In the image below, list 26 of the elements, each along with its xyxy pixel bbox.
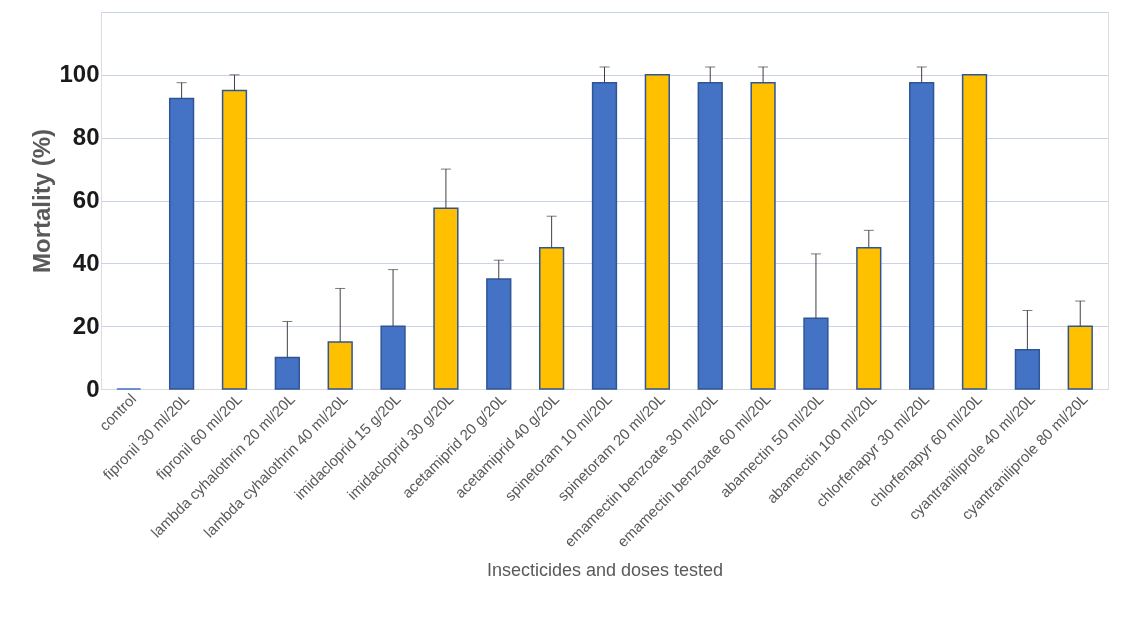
y-tick-label: 0 [86,374,100,402]
y-tick-label: 80 [72,123,100,151]
y-axis-title: Mortality (%) [28,129,56,273]
bar [1067,325,1093,390]
y-tick-label: 40 [72,248,100,276]
bar [909,81,935,390]
y-tick-label: 60 [72,186,100,213]
bar [221,89,248,390]
y-tick-label: 20 [72,311,100,339]
bar [327,341,353,390]
bar [961,74,988,390]
bar [644,74,670,390]
bar [803,317,829,390]
bar [274,356,300,390]
bar [380,325,406,390]
bar [856,246,882,390]
bar [539,246,565,390]
bar [433,207,459,390]
y-tick-label: 100 [59,60,100,88]
bar [697,81,723,390]
bar [486,278,512,390]
bar [168,97,195,390]
x-axis-title: Insecticides and doses tested [486,560,724,581]
bar [1014,348,1041,390]
bar [591,81,618,390]
bar [750,81,776,390]
